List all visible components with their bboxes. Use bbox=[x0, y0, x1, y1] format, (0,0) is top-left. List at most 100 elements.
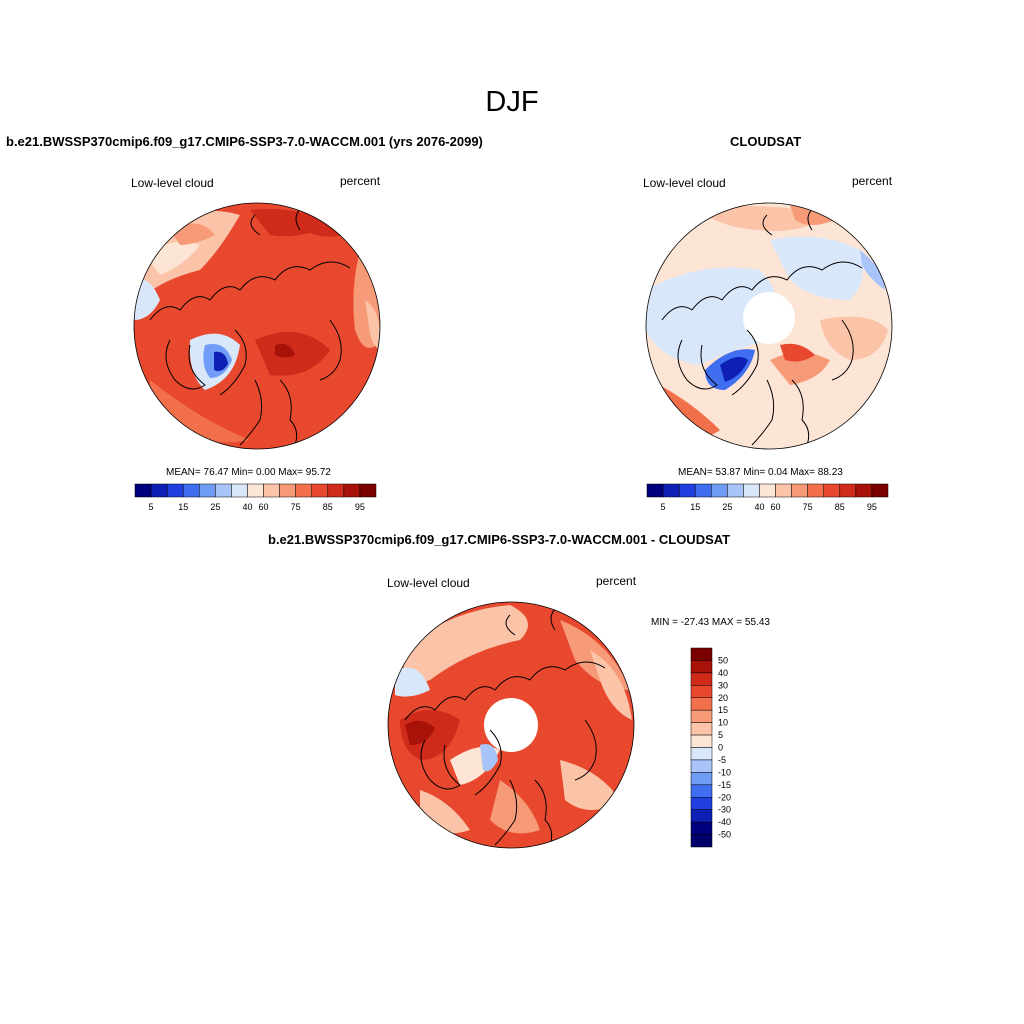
colorbar-swatch bbox=[182, 483, 200, 498]
colorbar-swatch bbox=[690, 697, 713, 711]
colorbar-tick-label: -5 bbox=[718, 755, 726, 765]
panel-diff-map bbox=[387, 601, 635, 849]
colorbar-tick-label: 60 bbox=[771, 502, 781, 512]
colorbar-tick-label: 95 bbox=[867, 502, 877, 512]
colorbar-swatch bbox=[247, 483, 264, 498]
colorbar-tick-label: -40 bbox=[718, 817, 731, 827]
colorbar-swatch bbox=[823, 483, 841, 498]
figure-title: DJF bbox=[485, 86, 539, 118]
panel-obs-variable-label: Low-level cloud bbox=[643, 176, 726, 190]
model-field-patch bbox=[134, 279, 160, 320]
colorbar-tick-label: 50 bbox=[718, 655, 728, 665]
panel-obs-units-label: percent bbox=[852, 174, 893, 188]
colorbar-swatch bbox=[711, 483, 728, 498]
colorbar-swatch bbox=[694, 483, 712, 498]
colorbar-swatch bbox=[690, 709, 713, 723]
colorbar-tick-label: 40 bbox=[242, 502, 252, 512]
panel-model-stats: MEAN= 76.47 Min= 0.00 Max= 95.72 bbox=[166, 467, 331, 478]
colorbar-tick-label: -50 bbox=[718, 830, 731, 840]
panel-diff-units-label: percent bbox=[596, 574, 637, 588]
obs-field-patch bbox=[770, 352, 830, 385]
colorbar-tick-label: 5 bbox=[149, 502, 154, 512]
colorbar-swatch bbox=[690, 772, 713, 786]
colorbar-swatch bbox=[166, 483, 184, 498]
colorbar-swatch bbox=[279, 483, 296, 498]
colorbar-swatch bbox=[690, 747, 713, 761]
panel-model-units-label: percent bbox=[340, 174, 381, 188]
colorbar-swatch bbox=[662, 483, 680, 498]
colorbar-tick-label: 0 bbox=[718, 743, 723, 753]
colorbar-swatch bbox=[311, 483, 329, 498]
colorbar-tick-label: 40 bbox=[754, 502, 764, 512]
colorbar-tick-label: 85 bbox=[835, 502, 845, 512]
diff-field-patch bbox=[405, 720, 435, 745]
obs-field-patch bbox=[820, 316, 888, 360]
colorbar-tick-label: 85 bbox=[323, 502, 333, 512]
obs-field-patch bbox=[780, 343, 815, 362]
colorbar-swatch bbox=[134, 483, 152, 498]
colorbar-swatch bbox=[727, 483, 744, 498]
colorbar-swatch bbox=[295, 483, 312, 498]
diff-field-patch bbox=[480, 744, 498, 772]
colorbar-swatch bbox=[690, 821, 713, 835]
colorbar-swatch bbox=[690, 660, 713, 674]
colorbar-tick-label: 95 bbox=[355, 502, 365, 512]
colorbar-swatch bbox=[871, 483, 889, 498]
obs-field-patch bbox=[720, 356, 748, 382]
model-field-patch bbox=[275, 343, 295, 358]
colorbar-swatch bbox=[263, 483, 280, 498]
colorbar-swatch bbox=[690, 834, 713, 848]
colorbar-tick-label: 25 bbox=[722, 502, 732, 512]
diff-coastlines bbox=[404, 604, 606, 846]
colorbar-swatch bbox=[690, 672, 713, 686]
panel-model-title: b.e21.BWSSP370cmip6.f09_g17.CMIP6-SSP3-7… bbox=[6, 134, 483, 149]
colorbar-tick-label: 60 bbox=[259, 502, 269, 512]
obs-field-patch bbox=[646, 267, 778, 365]
colorbar-tick-label: 30 bbox=[718, 680, 728, 690]
colorbar-tick-label: 75 bbox=[291, 502, 301, 512]
colorbar-swatch bbox=[343, 483, 361, 498]
colorbar-swatch bbox=[690, 685, 713, 698]
colorbar-tick-label: 25 bbox=[210, 502, 220, 512]
colorbar-tick-label: -15 bbox=[718, 780, 731, 790]
diff-field-patch bbox=[590, 650, 632, 720]
colorbar-swatch bbox=[690, 759, 713, 773]
diff-map-border bbox=[387, 601, 635, 849]
model-field-patch bbox=[365, 300, 380, 350]
diff-field-patch bbox=[400, 605, 528, 682]
colorbar-swatch bbox=[690, 809, 713, 823]
colorbar-swatch bbox=[646, 483, 664, 498]
colorbar-swatch bbox=[327, 483, 345, 498]
colorbar-tick-label: 40 bbox=[718, 668, 728, 678]
colorbar-swatch bbox=[775, 483, 792, 498]
colorbar-swatch bbox=[690, 784, 713, 798]
colorbar-tick-label: 75 bbox=[803, 502, 813, 512]
diff-field-patch bbox=[395, 667, 430, 697]
colorbar-tick-label: 10 bbox=[718, 718, 728, 728]
colorbar-swatch bbox=[690, 647, 713, 661]
colorbar-swatch bbox=[839, 483, 857, 498]
colorbar-tick-label: 15 bbox=[690, 502, 700, 512]
colorbar-tick-label: 15 bbox=[178, 502, 188, 512]
colorbar-swatch bbox=[855, 483, 873, 498]
colorbar-tick-label: 5 bbox=[718, 730, 723, 740]
panel-obs-map bbox=[645, 202, 893, 450]
model-field-base bbox=[134, 203, 380, 449]
model-field-patch bbox=[300, 214, 345, 237]
panel-diff-variable-label: Low-level cloud bbox=[387, 576, 470, 590]
obs-map-border bbox=[645, 202, 893, 450]
colorbar-tick-label: -10 bbox=[718, 767, 731, 777]
panel-obs-colorbar: 5 15 25 40 60 75 85 95 bbox=[646, 483, 889, 512]
colorbar-tick-label: 5 bbox=[661, 502, 666, 512]
colorbar-swatch bbox=[690, 734, 713, 748]
panel-model-colorbar: 5 15 25 40 60 75 85 95 bbox=[134, 483, 377, 512]
colorbar-swatch bbox=[690, 722, 713, 736]
colorbar-swatch bbox=[199, 483, 216, 498]
panel-model-map bbox=[133, 202, 381, 450]
panel-obs-title: CLOUDSAT bbox=[730, 134, 802, 149]
panel-obs-stats: MEAN= 53.87 Min= 0.04 Max= 88.23 bbox=[678, 467, 843, 478]
colorbar-swatch bbox=[678, 483, 696, 498]
colorbar-swatch bbox=[791, 483, 808, 498]
